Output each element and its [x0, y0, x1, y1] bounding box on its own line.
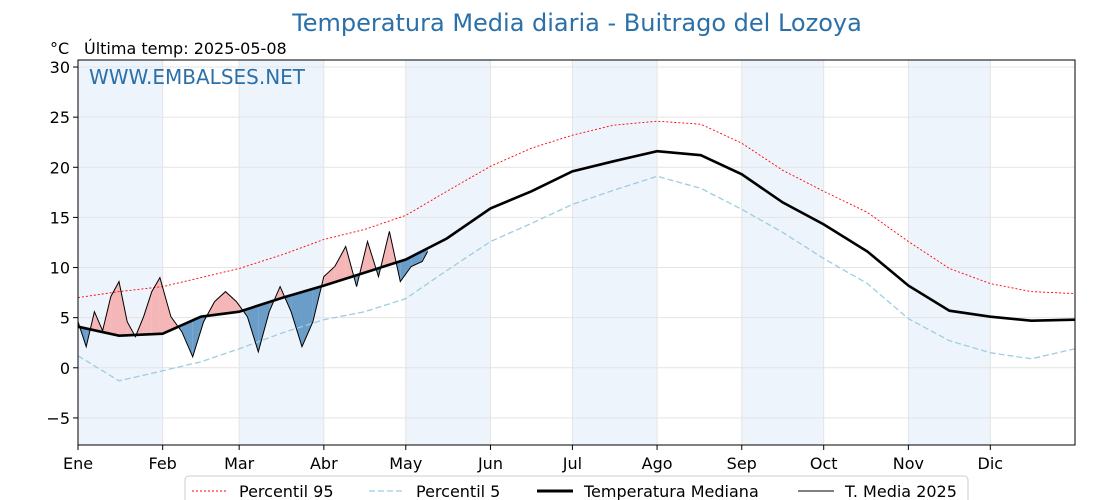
deviation-fill	[225, 291, 237, 314]
x-axis-ticks: Ene Feb Mar Abr May Jun Jul Ago Sep Oct Nov Dic	[63, 445, 1003, 473]
legend-label-p5: Percentil 5	[416, 482, 500, 500]
x-tick-label: Jun	[477, 454, 503, 473]
deviation-fill	[151, 277, 160, 335]
p5-line	[77, 175, 1076, 382]
x-tick-label: Sep	[727, 454, 757, 473]
watermark: WWW.EMBALSES.NET	[89, 65, 306, 89]
deviation-fill	[400, 256, 412, 282]
legend: Percentil 95 Percentil 5 Temperatura Med…	[184, 475, 969, 500]
y-tick-label: 30	[50, 58, 70, 77]
x-tick-label: Nov	[893, 454, 924, 473]
x-tick-label: Ene	[63, 454, 93, 473]
unit-label: °C	[50, 39, 69, 58]
x-tick-label: Jul	[562, 454, 582, 473]
deviation-fill	[118, 281, 128, 336]
deviation-fill	[181, 320, 193, 357]
y-tick-label: −5	[46, 409, 70, 428]
chart-title: Temperatura Media diaria - Buitrago del …	[291, 9, 862, 37]
month-band	[741, 60, 824, 445]
month-band	[78, 60, 163, 445]
y-tick-label: 15	[50, 208, 70, 227]
series-lines	[77, 120, 1076, 382]
month-band	[572, 60, 658, 445]
deviation-fill	[323, 266, 335, 286]
legend-box	[184, 475, 969, 500]
x-tick-label: Ago	[642, 454, 673, 473]
y-tick-label: 0	[60, 359, 70, 378]
month-bands	[78, 60, 991, 445]
month-band	[908, 60, 991, 445]
month-band	[239, 60, 324, 445]
deviation-fill	[110, 281, 119, 336]
deviation-fill	[159, 277, 171, 334]
y-tick-label: 5	[60, 309, 70, 328]
x-tick-label: Mar	[224, 454, 255, 473]
current-year-line	[77, 231, 429, 359]
y-axis-ticks: −5 0 5 10 15 20 25 30	[46, 58, 78, 428]
p95-line	[77, 120, 1076, 299]
x-tick-label: May	[389, 454, 422, 473]
plot-frame	[77, 59, 1076, 446]
deviation-fill	[291, 292, 302, 347]
deviation-fill	[214, 291, 226, 315]
x-tick-label: Dic	[978, 454, 1004, 473]
x-tick-label: Oct	[810, 454, 838, 473]
deviation-fill	[334, 246, 346, 283]
deviation-fill	[143, 291, 152, 335]
legend-label-median: Temperatura Mediana	[583, 482, 759, 500]
deviation-fill	[247, 305, 259, 352]
last-temp-label: Última temp: 2025-05-08	[84, 39, 287, 58]
y-tick-label: 10	[50, 259, 70, 278]
x-tick-label: Feb	[149, 454, 177, 473]
median-line	[77, 149, 1076, 338]
y-tick-label: 25	[50, 108, 70, 127]
deviation-fill	[258, 302, 270, 352]
x-tick-label: Abr	[310, 454, 338, 473]
deviation-fill	[301, 288, 313, 347]
legend-label-p95: Percentil 95	[239, 482, 334, 500]
legend-label-current: T. Media 2025	[844, 482, 957, 500]
y-tick-label: 20	[50, 158, 70, 177]
